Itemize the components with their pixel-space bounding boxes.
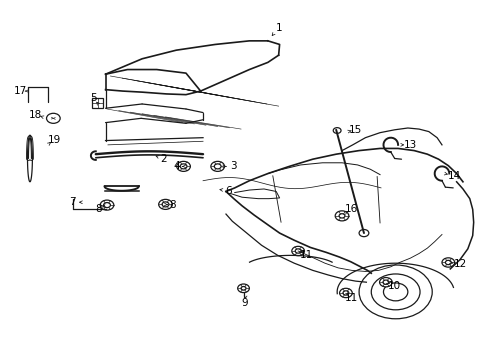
- Text: 11: 11: [300, 250, 313, 260]
- Text: 1: 1: [275, 23, 282, 33]
- Text: 12: 12: [452, 259, 466, 269]
- Text: 11: 11: [345, 293, 358, 303]
- Circle shape: [295, 249, 301, 253]
- Circle shape: [158, 199, 172, 210]
- Text: 3: 3: [230, 161, 237, 171]
- Text: 9: 9: [241, 298, 247, 308]
- Text: 15: 15: [348, 125, 362, 135]
- Circle shape: [103, 203, 110, 208]
- Circle shape: [332, 128, 340, 134]
- Circle shape: [445, 260, 450, 265]
- Circle shape: [358, 229, 368, 237]
- Circle shape: [100, 200, 114, 210]
- Circle shape: [342, 291, 348, 295]
- Text: 7: 7: [69, 197, 76, 207]
- Text: 19: 19: [48, 135, 61, 145]
- Circle shape: [180, 164, 186, 169]
- Circle shape: [46, 113, 60, 123]
- Text: 8: 8: [169, 200, 175, 210]
- Text: 4: 4: [174, 161, 180, 171]
- Circle shape: [339, 288, 351, 298]
- Circle shape: [237, 284, 249, 293]
- Text: 16: 16: [345, 204, 358, 215]
- Text: 2: 2: [161, 154, 167, 164]
- Circle shape: [176, 161, 190, 171]
- Circle shape: [162, 202, 168, 207]
- Circle shape: [214, 164, 221, 169]
- Circle shape: [241, 287, 245, 290]
- Bar: [92, 98, 103, 108]
- Text: 13: 13: [403, 140, 416, 150]
- Text: 5: 5: [90, 93, 97, 103]
- Text: 8: 8: [95, 204, 102, 214]
- Circle shape: [382, 280, 388, 284]
- Text: 14: 14: [447, 171, 460, 181]
- Circle shape: [358, 265, 431, 319]
- Circle shape: [334, 211, 348, 221]
- Text: 6: 6: [225, 186, 232, 196]
- Text: 18: 18: [29, 110, 42, 120]
- Circle shape: [441, 258, 454, 267]
- Text: 17: 17: [14, 86, 27, 96]
- Text: 10: 10: [387, 281, 401, 291]
- Circle shape: [338, 214, 344, 218]
- Circle shape: [291, 246, 304, 256]
- Circle shape: [370, 274, 419, 310]
- Circle shape: [379, 278, 391, 287]
- Circle shape: [210, 161, 224, 171]
